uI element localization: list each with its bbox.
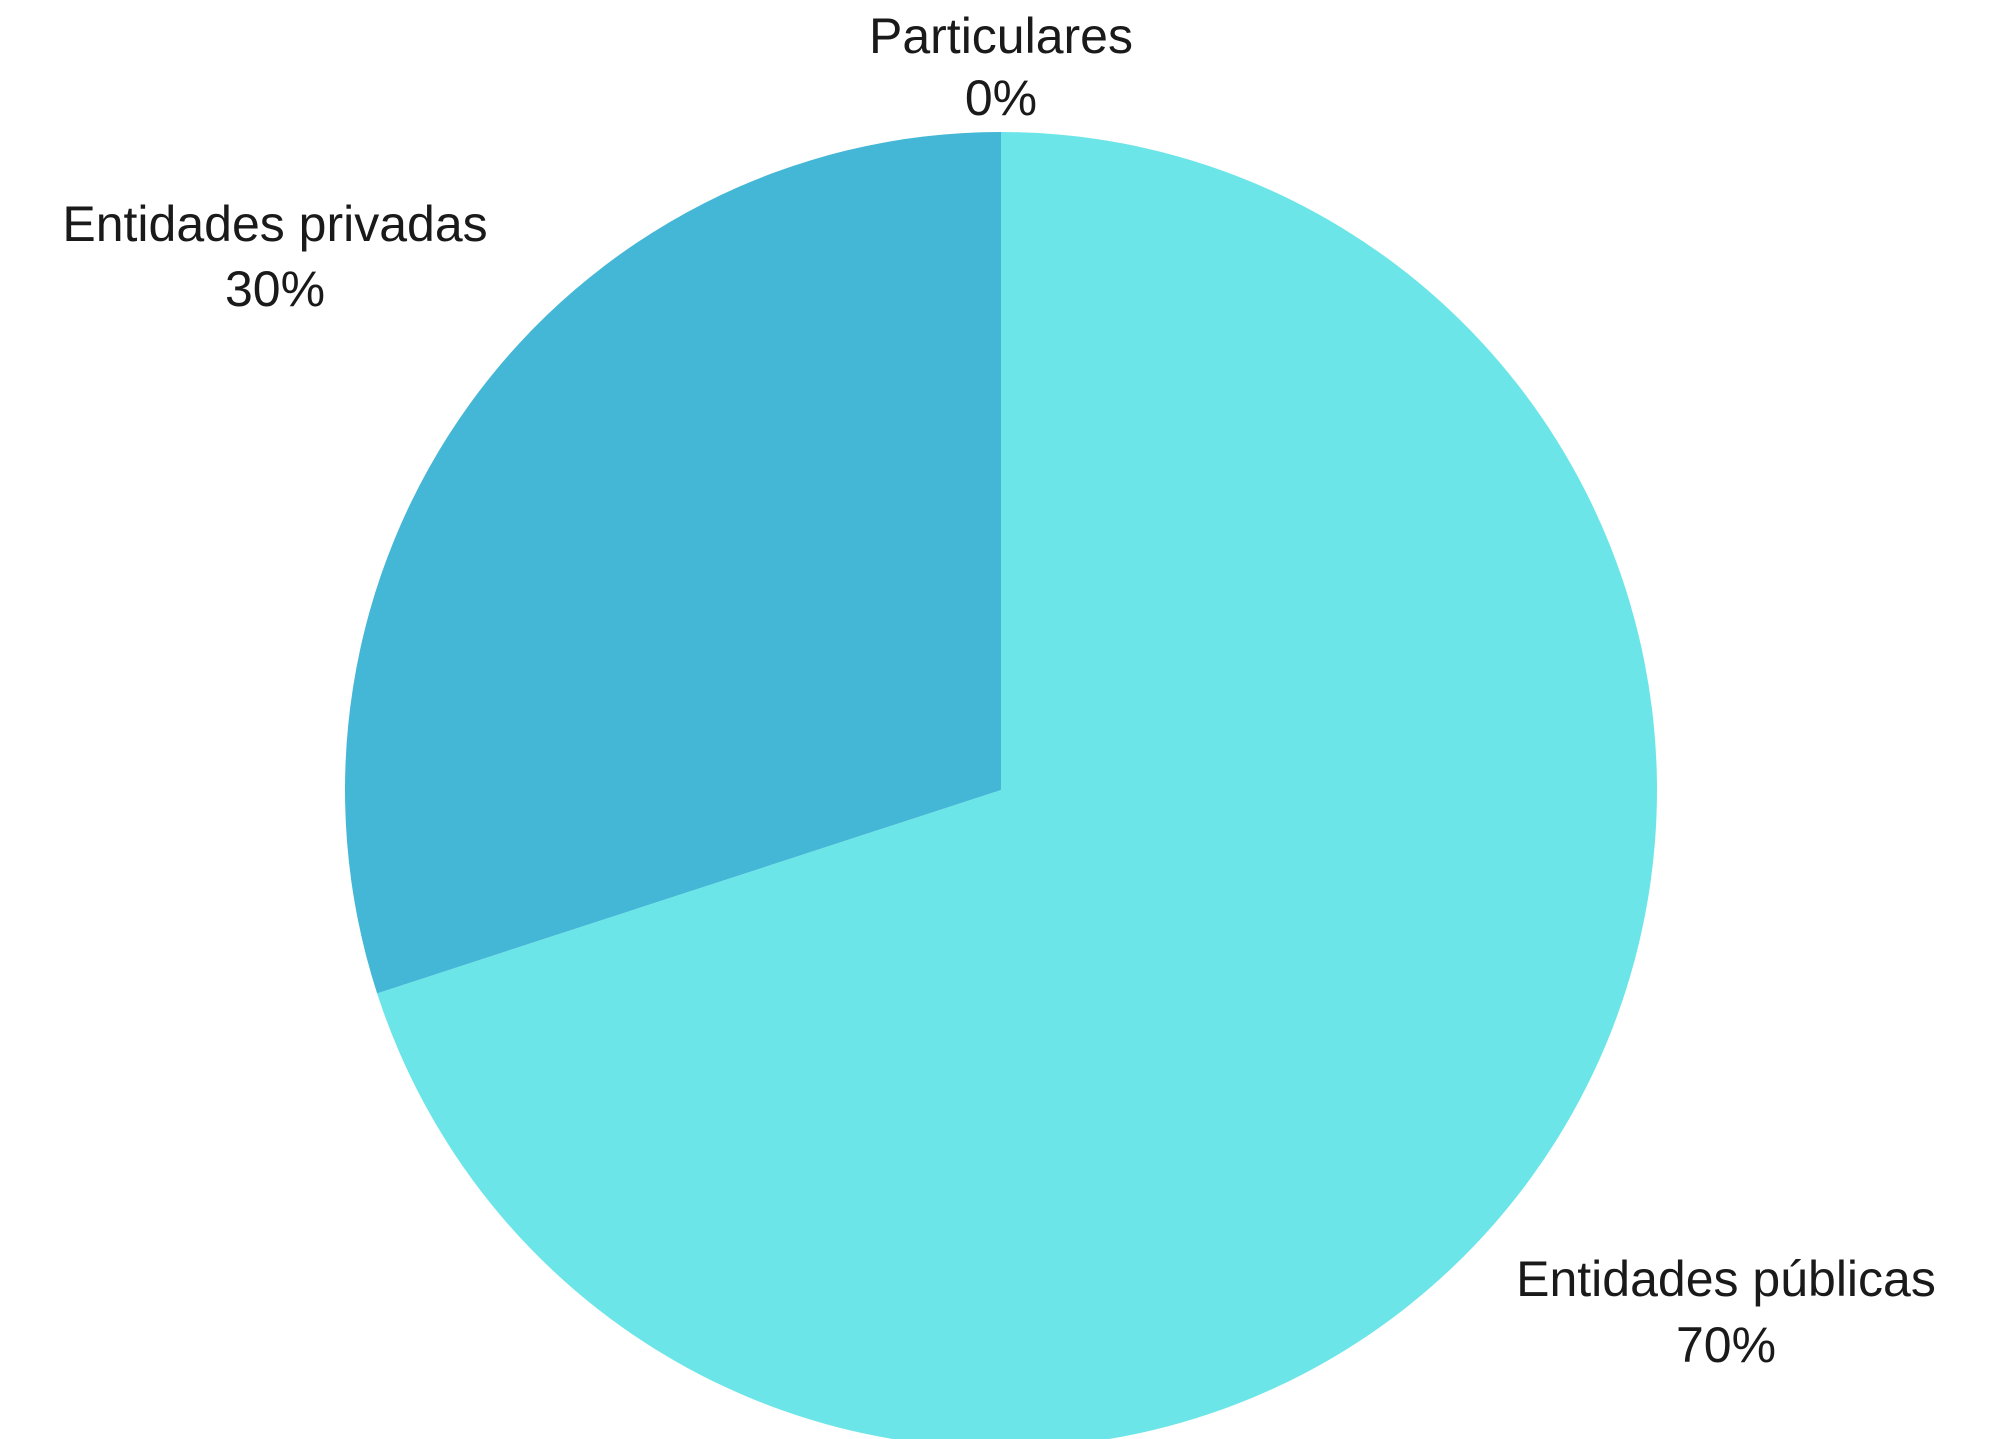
slice-label-entidades-privadas: Entidades privadas xyxy=(62,196,487,252)
slice-value-entidades-privadas: 30% xyxy=(225,261,325,317)
slice-label-particulares: Particulares xyxy=(869,8,1133,64)
pie-slice-entidades-privadas xyxy=(344,132,1001,994)
slice-value-entidades-publicas: 70% xyxy=(1676,1317,1776,1373)
pie-slices xyxy=(344,132,1657,1439)
pie-slice-entidades-publicas xyxy=(377,132,1657,1439)
slice-value-particulares: 0% xyxy=(965,70,1037,126)
slice-label-entidades-publicas: Entidades públicas xyxy=(1516,1251,1936,1307)
